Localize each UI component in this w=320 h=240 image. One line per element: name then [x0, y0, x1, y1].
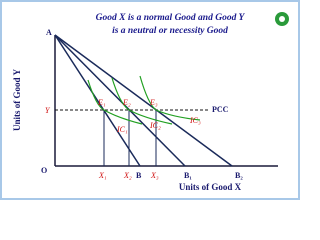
- pcc-label: PCC: [212, 105, 229, 114]
- indifference-curve: [111, 77, 173, 125]
- title-line: is a neutral or necessity Good: [112, 26, 228, 36]
- quantity-label: X₃: [150, 171, 159, 180]
- curve-label: IC₁: [116, 125, 128, 134]
- indifference-curve: [139, 75, 201, 121]
- budget-line: [54, 34, 141, 167]
- equilibrium-label: E₃: [149, 98, 158, 107]
- x-axis-label: Units of Good X: [179, 182, 242, 192]
- quantity-label: X₂: [123, 171, 132, 180]
- budget-label: B₂: [235, 171, 243, 180]
- diagram: Good X is a normal Good and Good Y is a …: [0, 0, 300, 200]
- budget-label: B: [136, 171, 142, 180]
- equilibrium-label: E₁: [97, 98, 106, 107]
- y-axis-label: Units of Good Y: [12, 69, 22, 131]
- indifference-curve: [87, 79, 143, 125]
- equilibrium-label: E₂: [122, 98, 131, 107]
- budget-line: [54, 34, 186, 167]
- quantity-label: X₁: [98, 171, 107, 180]
- title-line: Good X is a normal Good and Good Y: [96, 13, 246, 23]
- budget-label: B₁: [184, 171, 192, 180]
- logo: [275, 12, 289, 26]
- origin-label: O: [41, 166, 47, 175]
- curve-label: IC₂: [149, 121, 161, 130]
- budget-line: [54, 34, 233, 167]
- curve-label: IC₃: [189, 116, 201, 125]
- level-label: Y: [45, 106, 51, 115]
- point-label: A: [46, 28, 52, 37]
